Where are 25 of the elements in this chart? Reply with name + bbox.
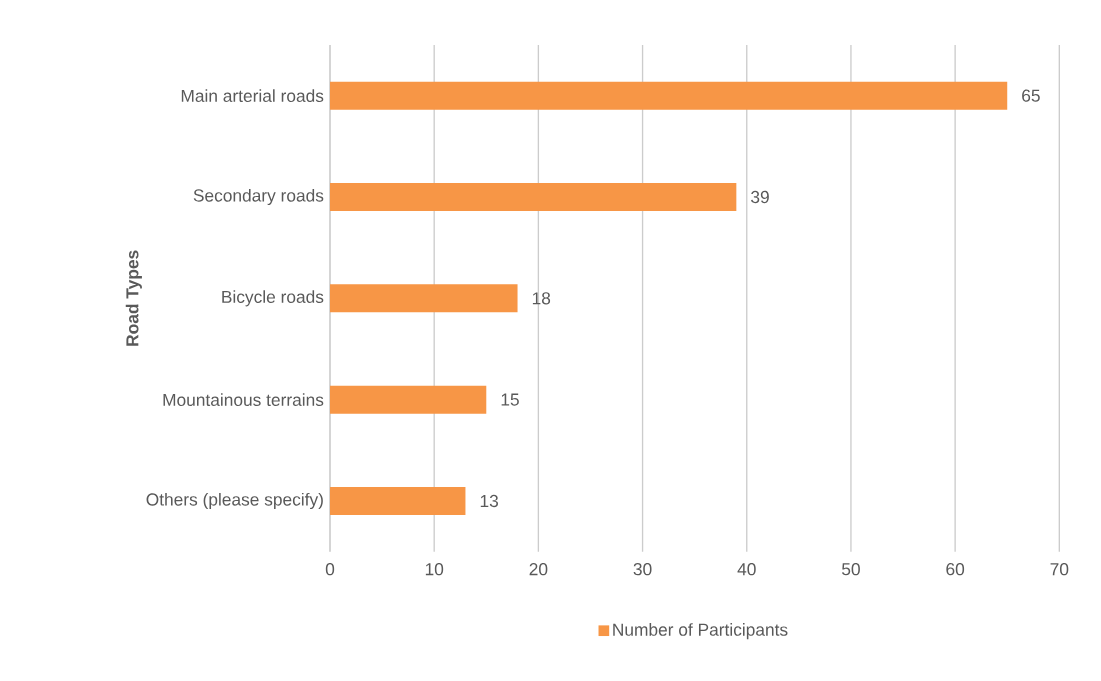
bar	[330, 81, 1008, 110]
bar	[330, 183, 737, 211]
x-tick-label: 0	[325, 563, 335, 576]
y-tick-label: Secondary roads	[193, 188, 324, 206]
data-label: 18	[532, 292, 551, 305]
data-label: 15	[501, 393, 519, 406]
x-tick-label: 40	[737, 563, 756, 576]
x-tick-label: 20	[529, 563, 548, 576]
x-tick-label: 10	[425, 563, 444, 576]
x-tick-label: 30	[633, 563, 652, 576]
x-tick-label: 70	[1050, 563, 1069, 576]
bar	[330, 385, 487, 414]
x-tick-label: 60	[946, 563, 965, 576]
y-tick-label: Bicycle roads	[222, 290, 324, 307]
y-axis-title: Road Types	[125, 250, 142, 346]
y-tick-label: Others (please specify)	[146, 492, 323, 510]
data-label: 39	[751, 190, 769, 204]
bar	[330, 284, 518, 313]
y-tick-label: Mountainous terrains	[163, 393, 324, 407]
data-label: 65	[1022, 89, 1040, 102]
bar	[330, 486, 466, 515]
legend-label: Number of Participants	[613, 623, 788, 640]
data-label: 13	[480, 494, 499, 508]
y-tick-label: Main arterial roads	[181, 89, 324, 103]
x-tick-label: 50	[841, 563, 860, 576]
